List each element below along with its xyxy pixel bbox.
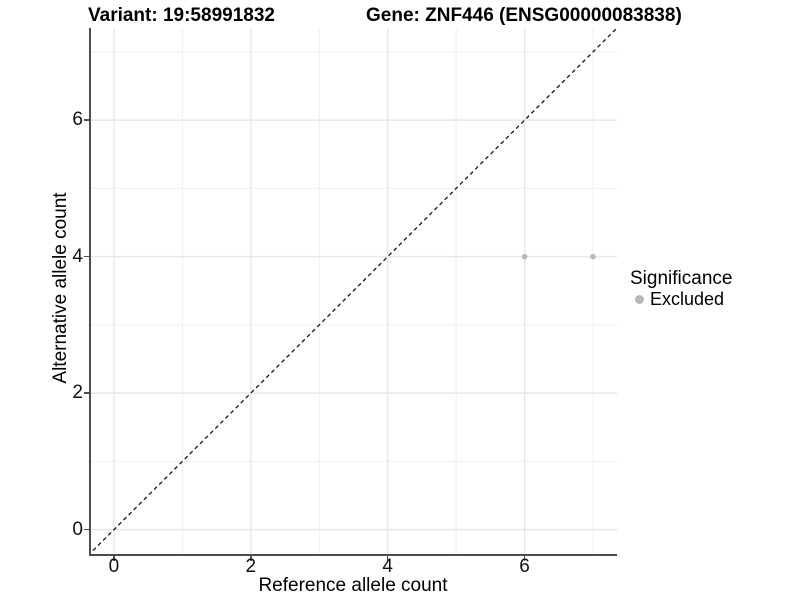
legend-item-label: Excluded xyxy=(650,289,725,309)
x-tick-label: 0 xyxy=(108,556,120,577)
x-tick-mark xyxy=(386,555,389,561)
y-tick-mark xyxy=(83,528,89,531)
x-tick-mark xyxy=(113,555,115,561)
y-tick-label: 0 xyxy=(72,518,83,540)
y-tick-mark xyxy=(83,392,89,394)
legend-item: Excluded xyxy=(630,289,732,309)
legend-point-icon xyxy=(635,294,644,304)
y-tick-label: 6 xyxy=(72,109,83,131)
x-axis-title: Reference allele count xyxy=(258,575,448,596)
x-tick-label: 4 xyxy=(382,556,393,577)
plot-panel xyxy=(90,28,617,554)
y-tick-label: 4 xyxy=(72,245,83,267)
x-axis-line xyxy=(88,553,617,556)
data-point xyxy=(590,253,596,260)
x-tick-mark xyxy=(523,555,526,561)
y-tick-label: 2 xyxy=(72,382,83,404)
legend-items: Excluded xyxy=(630,289,732,309)
plot-title-gene: Gene: ZNF446 (ENSG00000083838) xyxy=(366,5,682,26)
data-point xyxy=(521,253,528,260)
plot-title-variant: Variant: 19:58991832 xyxy=(88,5,275,26)
plot-canvas xyxy=(90,28,617,554)
x-tick-label: 6 xyxy=(519,556,530,577)
identity-dashed-line xyxy=(90,28,617,554)
y-axis-title: Alternative allele count xyxy=(50,192,71,384)
legend: Significance Excluded xyxy=(630,268,732,309)
y-tick-mark xyxy=(83,255,89,258)
x-tick-mark xyxy=(250,555,252,561)
y-tick-mark xyxy=(83,119,89,121)
x-tick-label: 2 xyxy=(245,556,257,577)
legend-title: Significance xyxy=(630,268,733,289)
y-axis-line xyxy=(88,28,91,555)
